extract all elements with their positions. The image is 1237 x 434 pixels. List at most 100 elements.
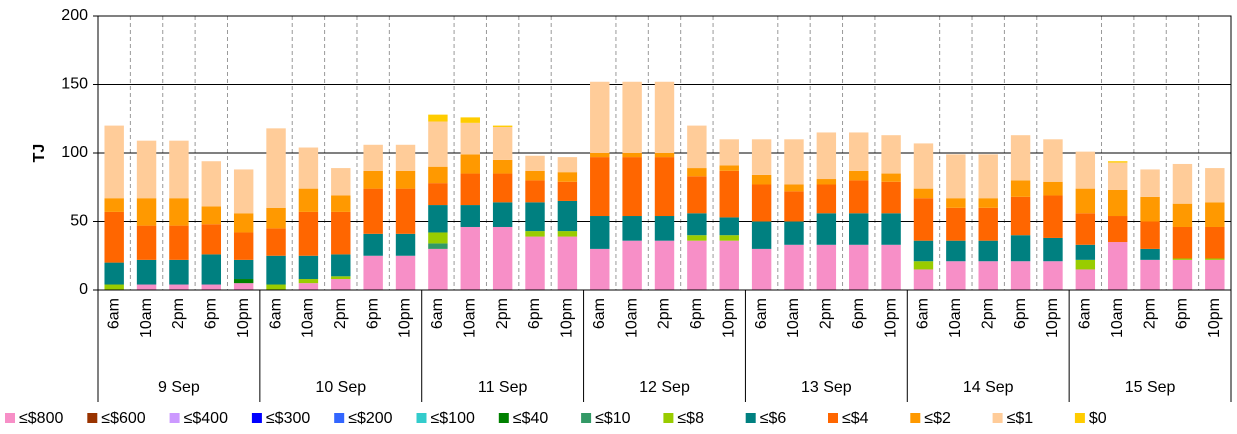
bar-segment: [298, 147, 319, 189]
bar-segment: [363, 144, 383, 171]
y-axis-label: TJ: [31, 144, 48, 163]
bar-segment: [784, 184, 804, 192]
bar-segment: [460, 154, 480, 174]
bar-segment: [622, 157, 642, 217]
bar-segment: [622, 153, 642, 158]
legend-label: ≤$6: [760, 410, 787, 427]
x-tick-label: 2pm: [818, 298, 835, 329]
bar-segment: [1010, 235, 1031, 262]
x-group-label: 9 Sep: [158, 379, 200, 396]
bar-segment: [1107, 216, 1128, 243]
x-tick-label: 6am: [753, 298, 770, 329]
bar-segment: [266, 128, 286, 208]
bar-segment: [1172, 258, 1193, 260]
x-tick-label: 6am: [1077, 298, 1094, 329]
x-group-label: 14 Sep: [963, 379, 1014, 396]
bar-segment: [428, 205, 448, 233]
bar-segment: [687, 125, 707, 169]
bar-segment: [687, 213, 707, 236]
bar-segment: [233, 232, 254, 260]
bar-segment: [492, 173, 513, 203]
bar-segment: [1075, 151, 1096, 189]
x-tick-label: 6pm: [526, 298, 543, 329]
bar-segment: [849, 132, 869, 171]
bar-segment: [428, 183, 448, 206]
bar-segment: [201, 224, 222, 255]
bar-segment: [492, 159, 513, 174]
legend-label: ≤$40: [513, 410, 549, 427]
bar-segment: [104, 262, 124, 285]
y-tick-label: 200: [61, 7, 88, 24]
x-tick-label: 2pm: [170, 298, 187, 329]
x-tick-label: 10am: [1109, 298, 1126, 338]
bar-segment: [687, 235, 707, 241]
x-tick-label: 10am: [785, 298, 802, 338]
bar-segment: [719, 240, 739, 290]
bar-segment: [719, 165, 739, 171]
bar-segment: [719, 217, 739, 236]
x-tick-label: 10am: [947, 298, 964, 338]
legend-label: $0: [1089, 410, 1107, 427]
bar-segment: [654, 81, 675, 153]
legend-label: ≤$2: [924, 410, 951, 427]
legend-label: ≤$8: [677, 410, 704, 427]
bar-segment: [428, 121, 448, 167]
bar-segment: [1107, 161, 1128, 163]
x-group-label: 11 Sep: [478, 379, 528, 396]
bar-segment: [913, 198, 934, 241]
bar-segment: [1075, 213, 1096, 245]
bar-segment: [913, 188, 934, 199]
bar-segment: [557, 200, 578, 232]
bar-segment: [913, 240, 934, 262]
bar-segment: [654, 240, 675, 290]
x-tick-label: 2pm: [979, 298, 996, 329]
bar-segment: [1107, 242, 1128, 290]
bar-segment: [816, 132, 837, 180]
x-tick-label: 6pm: [688, 298, 705, 329]
legend-label: ≤$400: [184, 410, 228, 427]
bar-segment: [136, 259, 157, 285]
x-tick-label: 6pm: [850, 298, 867, 329]
bar-segment: [978, 261, 998, 290]
bar-segment: [363, 233, 383, 256]
bar-segment: [428, 166, 448, 184]
bar-segment: [460, 205, 480, 227]
bar-segment: [784, 139, 804, 185]
x-tick-label: 6am: [105, 298, 122, 329]
bar-segment: [1043, 195, 1063, 238]
legend-label: ≤$300: [266, 410, 310, 427]
bar-segment: [751, 248, 772, 290]
bar-segment: [784, 191, 804, 222]
bar-segment: [395, 255, 416, 290]
bar-segment: [784, 244, 804, 290]
bar-segment: [233, 279, 254, 284]
bar-segment: [460, 226, 480, 290]
bar-segment: [395, 144, 416, 171]
x-tick-label: 10pm: [882, 298, 899, 338]
bar-segment: [1172, 163, 1193, 204]
bar-segment: [169, 225, 189, 260]
bar-segment: [201, 284, 222, 290]
bar-segment: [460, 122, 480, 155]
x-tick-label: 6pm: [1174, 298, 1191, 329]
legend-swatch: [5, 413, 15, 423]
x-tick-label: 6pm: [364, 298, 381, 329]
bar-segment: [201, 161, 222, 207]
bar-segment: [233, 169, 254, 214]
bar-segment: [1010, 261, 1031, 290]
legend-label: ≤$200: [348, 410, 392, 427]
legend-swatch: [663, 413, 674, 423]
bar-segment: [1043, 139, 1063, 182]
bar-segment: [719, 170, 739, 218]
bar-segment: [590, 81, 610, 153]
bar-segment: [169, 140, 189, 199]
bar-segment: [169, 198, 189, 226]
bar-segment: [525, 202, 545, 232]
bar-segment: [492, 126, 513, 160]
y-tick-label: 0: [79, 281, 88, 298]
bar-segment: [751, 174, 772, 185]
bar-segment: [913, 261, 934, 270]
bar-segment: [298, 283, 319, 290]
legend-swatch: [334, 413, 345, 423]
bar-segment: [849, 170, 869, 181]
